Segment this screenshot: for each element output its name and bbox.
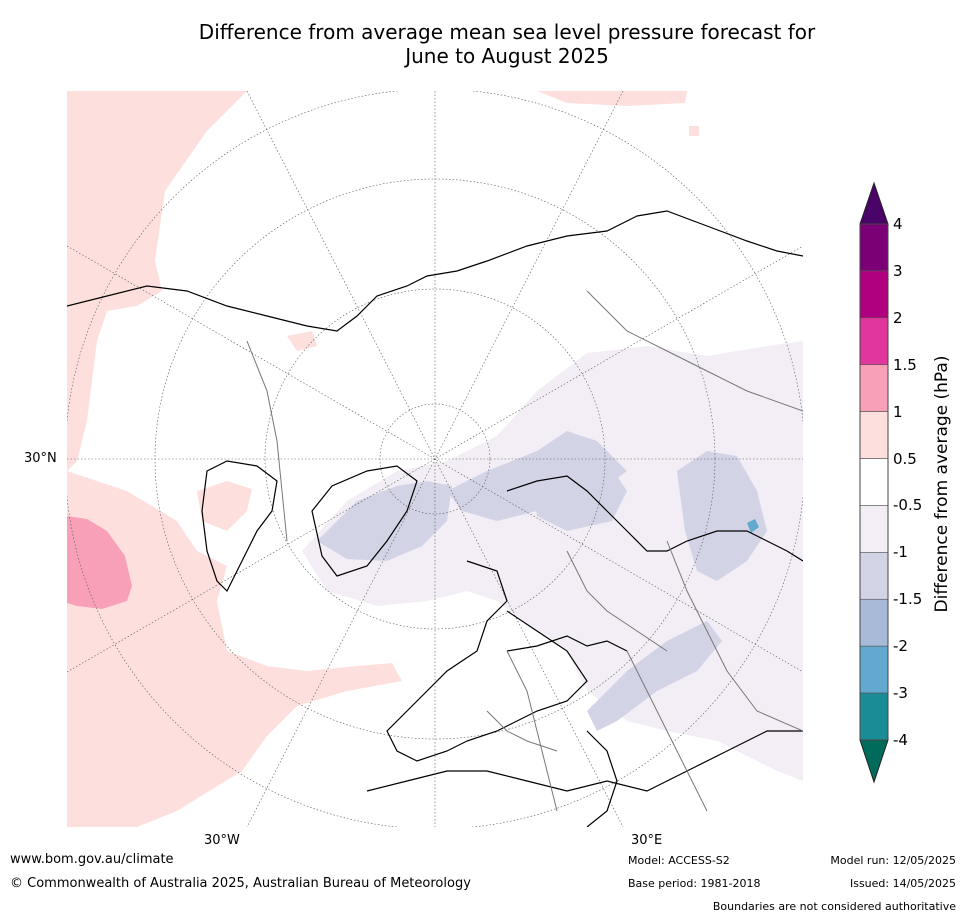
latitude-label-30n: 30°N [24, 451, 57, 466]
anomaly-central-asia-negative [532, 451, 627, 531]
footer-issued: Issued: 14/05/2025 [849, 877, 956, 890]
colorbar-cell [859, 505, 889, 553]
colorbar-cell [859, 270, 889, 319]
title-line-2: June to August 2025 [405, 44, 609, 68]
colorbar [859, 181, 889, 784]
colorbar-tick-label: 0.5 [893, 449, 917, 468]
anomaly-atlantic-positive-mid [197, 481, 252, 531]
anomaly-siberia-negative [677, 451, 767, 581]
colorbar-cells [859, 223, 889, 741]
colorbar-tick-label: -0.5 [893, 496, 923, 515]
anomaly-atlantic-positive-south [67, 471, 402, 827]
footer-disclaimer: Boundaries are not considered authoritat… [712, 900, 956, 913]
colorbar-tick-label: 2 [893, 308, 903, 327]
colorbar-tick-label: 1 [893, 402, 903, 421]
colorbar-cell [859, 364, 889, 412]
longitude-label-30e: 30°E [631, 833, 663, 848]
colorbar-over-arrow [859, 181, 889, 225]
anomaly-mongolia-strong-negative [747, 519, 759, 533]
forecast-map [67, 91, 803, 827]
anomaly-middle-east-negative [587, 621, 722, 731]
colorbar-tick-label: 4 [893, 215, 903, 233]
chart-title: Difference from average mean sea level p… [0, 20, 965, 68]
colorbar-cell [859, 223, 889, 272]
colorbar-frame [859, 223, 889, 741]
anomaly-pacific-positive [537, 91, 687, 106]
colorbar-tick-label: -2 [893, 637, 908, 656]
anomaly-greenland-negative [317, 481, 452, 561]
colorbar-tick-label: -4 [893, 731, 908, 749]
colorbar-cell [859, 645, 889, 694]
colorbar-cell [859, 411, 889, 459]
longitude-label-30w: 30°W [204, 833, 240, 848]
coastlines [67, 210, 803, 827]
colorbar-tick-label: 3 [893, 261, 903, 280]
colorbar-cell [859, 552, 889, 600]
country-borders [246, 290, 803, 812]
footer-model-run: Model run: 12/05/2025 [830, 854, 956, 867]
graticule [67, 91, 803, 827]
anomaly-pacific-positive-small [287, 331, 317, 351]
colorbar-tick-label: -1.5 [893, 590, 923, 609]
colorbar-cell [859, 692, 889, 741]
anomaly-pacific-positive-dot [689, 126, 699, 136]
footer-website: www.bom.gov.au/climate [10, 852, 174, 867]
anomaly-atlantic-strong [67, 516, 132, 609]
colorbar-cell [859, 458, 889, 506]
colorbar-cell [859, 598, 889, 647]
footer-base-period: Base period: 1981-2018 [628, 877, 761, 890]
title-line-1: Difference from average mean sea level p… [198, 20, 816, 44]
colorbar-tick-label: -1 [893, 543, 908, 562]
colorbar-title: Difference from average (hPa) [932, 355, 952, 613]
colorbar-under-arrow [859, 739, 889, 784]
footer-copyright: © Commonwealth of Australia 2025, Austra… [10, 876, 471, 891]
colorbar-tick-label: -3 [893, 684, 908, 703]
colorbar-cell [859, 317, 889, 366]
anomaly-atlantic-positive [67, 91, 247, 471]
anomaly-shading [67, 91, 803, 827]
footer-model: Model: ACCESS-S2 [628, 854, 730, 867]
colorbar-tick-label: 1.5 [893, 355, 917, 374]
